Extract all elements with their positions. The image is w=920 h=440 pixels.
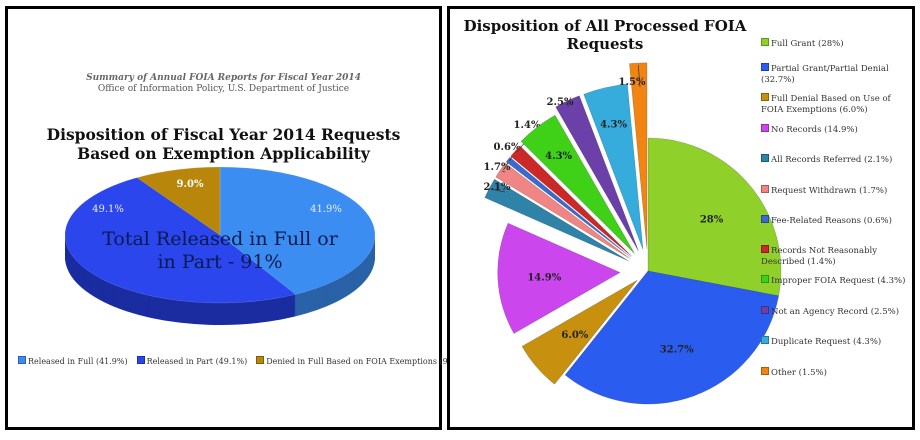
right-chart-title: Disposition of All Processed FOIA Reques…	[463, 17, 747, 53]
legend-swatch	[761, 367, 769, 375]
legend-item-duplicate-request: Duplicate Request (4.3%)	[761, 336, 911, 348]
legend-item-no-records: No Records (14.9%)	[761, 124, 911, 136]
left-chart-title-line2: Based on Exemption Applicability	[77, 144, 370, 163]
legend-swatch	[136, 356, 145, 364]
legend-label: Not an Agency Record (2.5%)	[771, 307, 900, 317]
legend-swatch	[761, 38, 769, 46]
data-label-full-denial-based-on-use-of-foia-exemptions: 6.0%	[561, 330, 588, 341]
legend-label: Released in Full (41.9%)	[28, 357, 128, 366]
pie-slice-request-withdrawn[interactable]	[495, 162, 631, 259]
legend-swatch	[761, 185, 769, 193]
legend-swatch	[761, 245, 769, 253]
left-chart-title-line1: Disposition of Fiscal Year 2014 Requests	[46, 125, 401, 144]
legend-swatch	[761, 336, 769, 344]
legend-label: Other (1.5%)	[771, 368, 827, 378]
legend-item-full-denial-based-on-use-of-foia-exemptions: Full Denial Based on Use of FOIA Exempti…	[761, 93, 911, 116]
left-pie-chart: 41.9% 49.1% 9.0% Total Released in Full ori…	[64, 166, 376, 325]
legend-swatch	[761, 275, 769, 283]
legend-swatch	[256, 356, 265, 364]
leader-line	[637, 65, 641, 88]
legend-label: Full Denial Based on Use of FOIA Exempti…	[761, 94, 891, 115]
legend-item-request-withdrawn: Request Withdrawn (1.7%)	[761, 185, 911, 197]
legend-item-not-an-agency-record: Not an Agency Record (2.5%)	[761, 306, 911, 318]
left-chart-legend: Released in Full (41.9%) Released in Part…	[18, 356, 458, 366]
pie-slice-partial-grant-partial-denial[interactable]	[564, 270, 779, 405]
data-label-other: 1.5%	[619, 77, 646, 88]
pie-slice-not-an-agency-record[interactable]	[555, 95, 639, 252]
legend-label: No Records (14.9%)	[771, 125, 858, 135]
data-label-denied-in-full-based-on-foia-exemptions: 9.0%	[177, 179, 204, 190]
legend-label: Partial Grant/Partial Denial (32.7%)	[761, 64, 889, 85]
legend-swatch	[761, 93, 769, 101]
data-label-duplicate-request: 4.3%	[600, 119, 627, 130]
center-annotation-line2: in Part - 91%	[157, 251, 282, 273]
legend-label: Request Withdrawn (1.7%)	[771, 186, 888, 196]
data-label-all-records-referred: 2.1%	[484, 182, 511, 193]
center-annotation-line1: Total Released in Full or	[102, 228, 339, 250]
legend-item-other: Other (1.5%)	[761, 367, 911, 379]
pie-slice-denied-in-full-based-on-foia-exemptions[interactable]	[136, 166, 221, 236]
data-label-no-records: 14.9%	[527, 273, 561, 284]
pie-slice-fee-related-reasons[interactable]	[505, 156, 631, 258]
legend-swatch	[761, 306, 769, 314]
report-source: Office of Information Policy, U.S. Depar…	[97, 84, 350, 94]
legend-label: Denied in Full Based on FOIA Exemptions …	[266, 357, 459, 366]
report-subtitle: Summary of Annual FOIA Reports for Fisca…	[86, 73, 361, 83]
legend-item-released-in-full: Released in Full (41.9%)	[18, 356, 128, 366]
pie-slice-all-records-referred[interactable]	[484, 178, 629, 262]
pie-slice-records-not-reasonably-described[interactable]	[510, 145, 632, 257]
data-label-improper-foia-request: 4.3%	[545, 151, 572, 162]
left-chart-panel: Summary of Annual FOIA Reports for Fisca…	[5, 6, 458, 430]
legend-item-denied-in-full-based-on-foia-exemptions: Denied in Full Based on FOIA Exemptions …	[256, 356, 458, 366]
legend-swatch	[761, 63, 769, 71]
data-label-not-an-agency-record: 2.5%	[547, 97, 574, 108]
legend-label: Full Grant (28%)	[771, 39, 844, 49]
legend-label: Released in Part (49.1%)	[146, 357, 248, 366]
pie-slice-full-grant[interactable]	[647, 137, 782, 297]
legend-label: Improper FOIA Request (4.3%)	[771, 276, 906, 286]
legend-swatch	[761, 124, 769, 132]
pie-slice-other[interactable]	[629, 62, 648, 250]
legend-swatch	[761, 215, 769, 223]
data-label-records-not-reasonably-described: 1.4%	[514, 120, 541, 131]
pie-slice-improper-foia-request[interactable]	[520, 114, 635, 254]
left-chart-title: Disposition of Fiscal Year 2014 Requests…	[8, 125, 439, 163]
legend-item-fee-related-reasons: Fee-Related Reasons (0.6%)	[761, 215, 911, 227]
right-chart-panel: Disposition of All Processed FOIA Reques…	[447, 6, 915, 430]
data-label-request-withdrawn: 1.7%	[484, 162, 511, 173]
pie-slice-no-records[interactable]	[497, 222, 621, 334]
legend-label: All Records Referred (2.1%)	[771, 155, 893, 165]
legend-item-full-grant: Full Grant (28%)	[761, 38, 911, 50]
data-label-released-in-part: 49.1%	[92, 204, 124, 215]
legend-swatch	[761, 154, 769, 162]
legend-label: Duplicate Request (4.3%)	[771, 337, 882, 347]
pie-slice-released-in-part[interactable]	[64, 177, 297, 304]
legend-item-released-in-part: Released in Part (49.1%)	[136, 356, 248, 366]
legend-item-records-not-reasonably-described: Records Not Reasonably Described (1.4%)	[761, 245, 911, 268]
pie-slice-released-in-full[interactable]	[219, 166, 376, 295]
legend-item-all-records-referred: All Records Referred (2.1%)	[761, 154, 911, 166]
pie-slice-full-denial-based-on-use-of-foia-exemptions[interactable]	[521, 279, 638, 385]
leader-line	[501, 170, 506, 173]
pie-slice-duplicate-request[interactable]	[583, 83, 644, 250]
leader-line	[491, 188, 506, 193]
data-label-full-grant: 28%	[700, 214, 724, 225]
legend-label: Records Not Reasonably Described (1.4%)	[761, 246, 878, 267]
legend-swatch	[18, 356, 26, 364]
data-label-released-in-full: 41.9%	[310, 204, 342, 215]
data-label-partial-grant-partial-denial: 32.7%	[660, 344, 694, 355]
data-label-fee-related-reasons: 0.6%	[494, 142, 521, 153]
legend-item-improper-foia-request: Improper FOIA Request (4.3%)	[761, 275, 911, 287]
legend-label: Fee-Related Reasons (0.6%)	[771, 216, 892, 226]
right-pie-chart: 28% 32.7% 6.0% 14.9% 2.1% 1.7% 0.6% 1.4% 4.3% 2.5…	[484, 62, 782, 405]
legend-item-partial-grant-partial-denial: Partial Grant/Partial Denial (32.7%)	[761, 63, 911, 86]
